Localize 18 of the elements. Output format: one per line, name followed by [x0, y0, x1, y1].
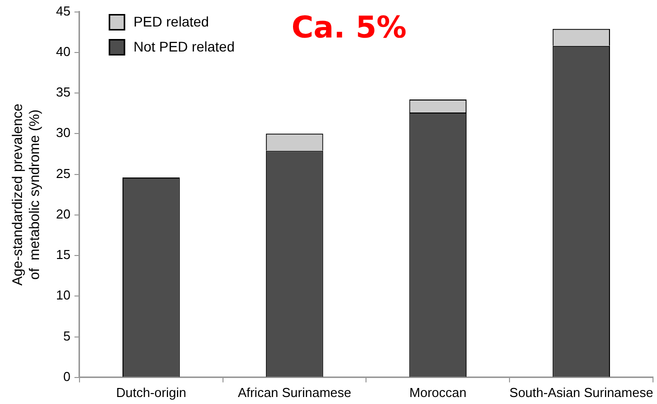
- y-tick-label: 40: [56, 44, 70, 59]
- x-tick-label: African Surinamese: [238, 384, 352, 400]
- x-tick-label: Moroccan: [409, 384, 466, 400]
- y-tick-label: 25: [56, 166, 70, 181]
- y-tick-label: 15: [56, 247, 70, 262]
- annotation: Ca. 5%: [292, 10, 407, 46]
- x-tick-label: Dutch-origin: [116, 384, 186, 400]
- y-tick-label: 10: [56, 288, 70, 303]
- y-tick-label: 45: [56, 3, 70, 18]
- y-tick-label: 20: [56, 206, 70, 222]
- legend-label: Not PED related: [133, 38, 235, 55]
- y-tick-label: 30: [56, 125, 70, 140]
- y-tick-label: 35: [56, 84, 70, 100]
- x-tick-label: South-Asian Surinamese: [509, 384, 654, 400]
- y-axis-title: Age-standardized prevalence of metabolic syndrome (%): [8, 103, 42, 286]
- y-tick-label: 5: [63, 328, 70, 344]
- legend-label: PED related: [133, 14, 209, 30]
- y-tick-label: 0: [63, 368, 70, 384]
